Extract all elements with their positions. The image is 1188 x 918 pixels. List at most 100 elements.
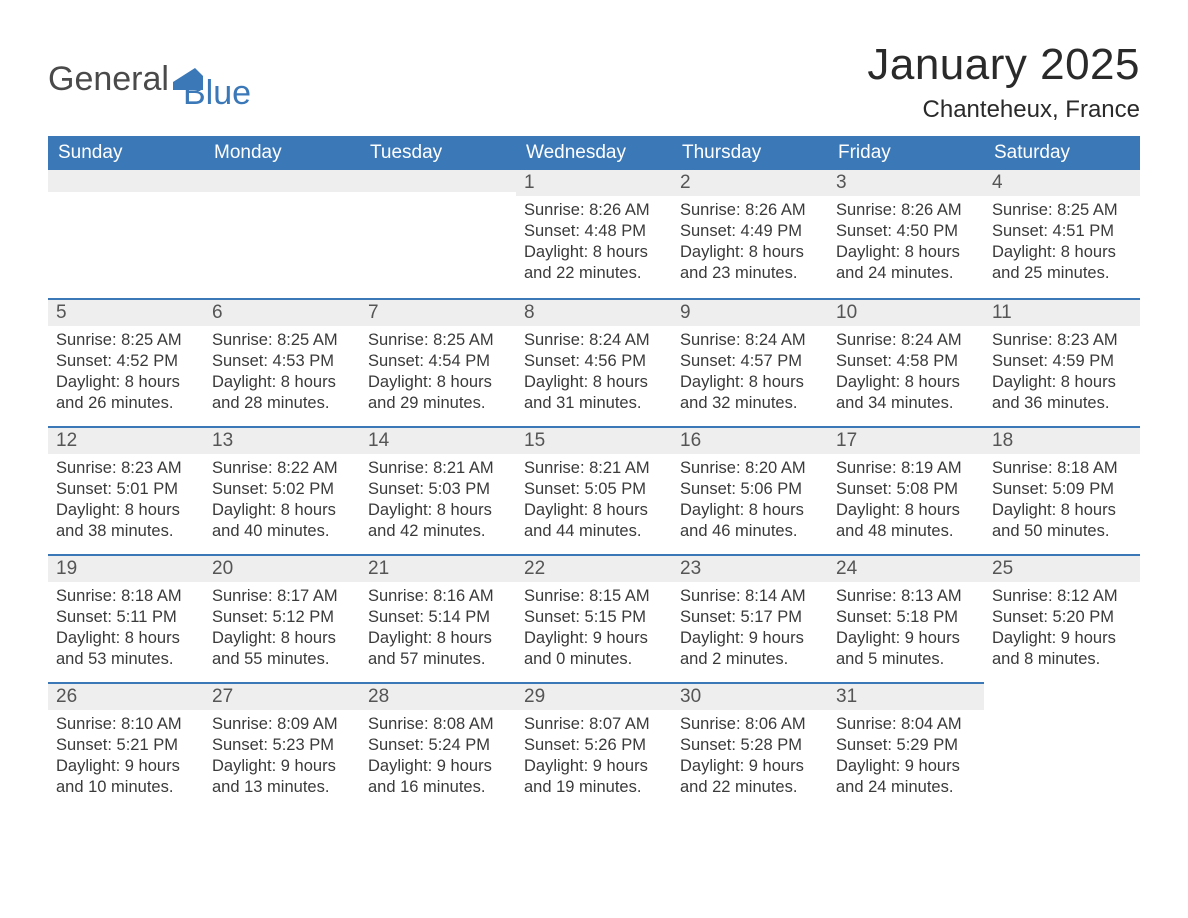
daylight-line-2: and 31 minutes. xyxy=(524,393,664,414)
day-details: Sunrise: 8:26 AMSunset: 4:48 PMDaylight:… xyxy=(516,196,672,294)
calendar-day-cell: 4Sunrise: 8:25 AMSunset: 4:51 PMDaylight… xyxy=(984,170,1140,298)
day-number: 23 xyxy=(680,558,701,579)
daylight-line-1: Daylight: 8 hours xyxy=(56,372,196,393)
day-number-row: 31 xyxy=(828,682,984,710)
daylight-line-2: and 46 minutes. xyxy=(680,521,820,542)
day-number-row: 9 xyxy=(672,298,828,326)
calendar-day-cell: 27Sunrise: 8:09 AMSunset: 5:23 PMDayligh… xyxy=(204,682,360,810)
sunrise-line: Sunrise: 8:23 AM xyxy=(992,330,1132,351)
daylight-line-2: and 26 minutes. xyxy=(56,393,196,414)
sunset-line: Sunset: 4:48 PM xyxy=(524,221,664,242)
sunrise-line: Sunrise: 8:20 AM xyxy=(680,458,820,479)
sunset-line: Sunset: 5:24 PM xyxy=(368,735,508,756)
sunrise-line: Sunrise: 8:16 AM xyxy=(368,586,508,607)
sunrise-line: Sunrise: 8:18 AM xyxy=(992,458,1132,479)
day-header: Saturday xyxy=(984,136,1140,170)
day-details: Sunrise: 8:06 AMSunset: 5:28 PMDaylight:… xyxy=(672,710,828,808)
sunset-line: Sunset: 5:01 PM xyxy=(56,479,196,500)
day-details: Sunrise: 8:08 AMSunset: 5:24 PMDaylight:… xyxy=(360,710,516,808)
day-number: 20 xyxy=(212,558,233,579)
calendar-day-cell: 10Sunrise: 8:24 AMSunset: 4:58 PMDayligh… xyxy=(828,298,984,426)
sunset-line: Sunset: 5:11 PM xyxy=(56,607,196,628)
empty-daynum-row xyxy=(360,170,516,192)
day-details: Sunrise: 8:26 AMSunset: 4:49 PMDaylight:… xyxy=(672,196,828,294)
day-number-row: 25 xyxy=(984,554,1140,582)
daylight-line-1: Daylight: 8 hours xyxy=(212,500,352,521)
calendar-day-cell: 29Sunrise: 8:07 AMSunset: 5:26 PMDayligh… xyxy=(516,682,672,810)
day-number-row: 3 xyxy=(828,170,984,196)
daylight-line-1: Daylight: 8 hours xyxy=(836,500,976,521)
daylight-line-1: Daylight: 8 hours xyxy=(836,242,976,263)
sunrise-line: Sunrise: 8:17 AM xyxy=(212,586,352,607)
day-number: 24 xyxy=(836,558,857,579)
day-number-row: 16 xyxy=(672,426,828,454)
sunset-line: Sunset: 5:20 PM xyxy=(992,607,1132,628)
month-title: January 2025 xyxy=(867,40,1140,90)
sunrise-line: Sunrise: 8:13 AM xyxy=(836,586,976,607)
calendar-empty-cell xyxy=(984,682,1140,810)
daylight-line-2: and 2 minutes. xyxy=(680,649,820,670)
day-number-row: 20 xyxy=(204,554,360,582)
sunrise-line: Sunrise: 8:26 AM xyxy=(836,200,976,221)
day-number-row: 2 xyxy=(672,170,828,196)
day-number: 16 xyxy=(680,430,701,451)
day-number: 17 xyxy=(836,430,857,451)
day-header: Sunday xyxy=(48,136,204,170)
daylight-line-1: Daylight: 8 hours xyxy=(524,372,664,393)
logo: General Blue xyxy=(48,60,275,99)
daylight-line-1: Daylight: 8 hours xyxy=(212,628,352,649)
sunset-line: Sunset: 5:17 PM xyxy=(680,607,820,628)
sunset-line: Sunset: 5:21 PM xyxy=(56,735,196,756)
day-details: Sunrise: 8:19 AMSunset: 5:08 PMDaylight:… xyxy=(828,454,984,552)
sunrise-line: Sunrise: 8:04 AM xyxy=(836,714,976,735)
calendar-day-cell: 26Sunrise: 8:10 AMSunset: 5:21 PMDayligh… xyxy=(48,682,204,810)
day-number-row: 24 xyxy=(828,554,984,582)
sunset-line: Sunset: 4:53 PM xyxy=(212,351,352,372)
sunset-line: Sunset: 4:54 PM xyxy=(368,351,508,372)
sunset-line: Sunset: 5:15 PM xyxy=(524,607,664,628)
day-number-row: 6 xyxy=(204,298,360,326)
day-number-row: 1 xyxy=(516,170,672,196)
daylight-line-2: and 53 minutes. xyxy=(56,649,196,670)
sunset-line: Sunset: 5:14 PM xyxy=(368,607,508,628)
sunrise-line: Sunrise: 8:24 AM xyxy=(680,330,820,351)
calendar-week-row: 19Sunrise: 8:18 AMSunset: 5:11 PMDayligh… xyxy=(48,554,1140,682)
sunset-line: Sunset: 5:03 PM xyxy=(368,479,508,500)
day-number-row: 14 xyxy=(360,426,516,454)
location-label: Chanteheux, France xyxy=(867,96,1140,124)
daylight-line-1: Daylight: 9 hours xyxy=(56,756,196,777)
day-number: 12 xyxy=(56,430,77,451)
calendar-week-row: 12Sunrise: 8:23 AMSunset: 5:01 PMDayligh… xyxy=(48,426,1140,554)
daylight-line-1: Daylight: 8 hours xyxy=(992,372,1132,393)
day-details: Sunrise: 8:18 AMSunset: 5:09 PMDaylight:… xyxy=(984,454,1140,552)
day-number-row: 15 xyxy=(516,426,672,454)
daylight-line-2: and 5 minutes. xyxy=(836,649,976,670)
sunrise-line: Sunrise: 8:24 AM xyxy=(836,330,976,351)
empty-daynum-row xyxy=(204,170,360,192)
day-number: 21 xyxy=(368,558,389,579)
calendar-day-cell: 31Sunrise: 8:04 AMSunset: 5:29 PMDayligh… xyxy=(828,682,984,810)
day-details: Sunrise: 8:25 AMSunset: 4:53 PMDaylight:… xyxy=(204,326,360,424)
sunrise-line: Sunrise: 8:26 AM xyxy=(524,200,664,221)
daylight-line-1: Daylight: 8 hours xyxy=(524,500,664,521)
calendar-week-row: 1Sunrise: 8:26 AMSunset: 4:48 PMDaylight… xyxy=(48,170,1140,298)
logo-text-general: General xyxy=(48,60,169,99)
sunset-line: Sunset: 5:08 PM xyxy=(836,479,976,500)
day-number-row: 22 xyxy=(516,554,672,582)
sunset-line: Sunset: 5:05 PM xyxy=(524,479,664,500)
day-details: Sunrise: 8:22 AMSunset: 5:02 PMDaylight:… xyxy=(204,454,360,552)
sunrise-line: Sunrise: 8:19 AM xyxy=(836,458,976,479)
calendar-day-cell: 6Sunrise: 8:25 AMSunset: 4:53 PMDaylight… xyxy=(204,298,360,426)
day-details: Sunrise: 8:21 AMSunset: 5:05 PMDaylight:… xyxy=(516,454,672,552)
calendar-day-cell: 17 Sunrise: 8:19 AMSunset: 5:08 PMDayligh… xyxy=(828,426,984,554)
sunrise-line: Sunrise: 8:10 AM xyxy=(56,714,196,735)
day-details: Sunrise: 8:10 AMSunset: 5:21 PMDaylight:… xyxy=(48,710,204,808)
sunrise-line: Sunrise: 8:22 AM xyxy=(212,458,352,479)
day-number-row: 12 xyxy=(48,426,204,454)
daylight-line-2: and 28 minutes. xyxy=(212,393,352,414)
day-number: 15 xyxy=(524,430,545,451)
daylight-line-1: Daylight: 8 hours xyxy=(836,372,976,393)
day-number-row: 7 xyxy=(360,298,516,326)
calendar-day-cell: 7Sunrise: 8:25 AMSunset: 4:54 PMDaylight… xyxy=(360,298,516,426)
sunrise-line: Sunrise: 8:21 AM xyxy=(524,458,664,479)
